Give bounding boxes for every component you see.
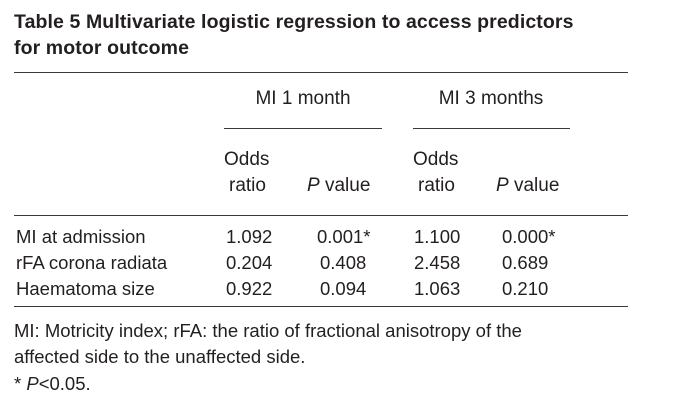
footnote-threshold: <0.05. [38, 373, 91, 394]
group-underline-1 [224, 128, 382, 129]
footnote-line-2: affected side to the unaffected side. [14, 346, 306, 367]
cell-p-1: 0.001* [317, 226, 371, 247]
row-label-rfa-corona-radiata: rFA corona radiata [16, 252, 168, 273]
subheader-ratio-1: ratio [229, 175, 266, 196]
group-header-mi-1-month: MI 1 month [255, 88, 351, 109]
top-rule [14, 72, 628, 73]
subheader-p-value-2: P value [496, 175, 559, 197]
value-text: value [319, 175, 371, 196]
bottom-rule [14, 306, 628, 307]
footnote-p-symbol: P [26, 373, 39, 394]
subheader-odds-2: Odds [413, 149, 459, 170]
cell-odds-2: 2.458 [414, 252, 461, 273]
cell-p-2: 0.000* [502, 226, 556, 247]
cell-p-2: 0.210 [502, 278, 549, 299]
cell-p-1: 0.408 [320, 252, 367, 273]
p-symbol: P [307, 175, 320, 196]
row-label-haematoma-size: Haematoma size [16, 278, 155, 299]
group-underline-2 [413, 128, 570, 129]
row-label-mi-at-admission: MI at admission [16, 226, 146, 247]
table-title-line-2: for motor outcome [14, 37, 190, 59]
cell-odds-2: 1.063 [414, 278, 461, 299]
cell-p-2: 0.689 [502, 252, 549, 273]
group-header-mi-3-months: MI 3 months [438, 88, 544, 109]
subheader-ratio-2: ratio [418, 175, 455, 196]
footnote-line-1: MI: Motricity index; rFA: the ratio of f… [14, 320, 522, 341]
cell-odds-1: 0.922 [226, 278, 273, 299]
footnote-star: * [14, 373, 27, 394]
table-title-line-1: Table 5 Multivariate logistic regression… [14, 11, 574, 33]
subheader-p-value-1: P value [307, 175, 370, 197]
cell-odds-2: 1.100 [414, 226, 461, 247]
cell-odds-1: 1.092 [226, 226, 273, 247]
cell-p-1: 0.094 [320, 278, 367, 299]
subheader-odds-1: Odds [224, 149, 270, 170]
value-text: value [508, 175, 560, 196]
cell-odds-1: 0.204 [226, 252, 273, 273]
footnote-significance: * P<0.05. [14, 373, 91, 395]
header-rule [14, 215, 628, 216]
p-symbol: P [496, 175, 509, 196]
